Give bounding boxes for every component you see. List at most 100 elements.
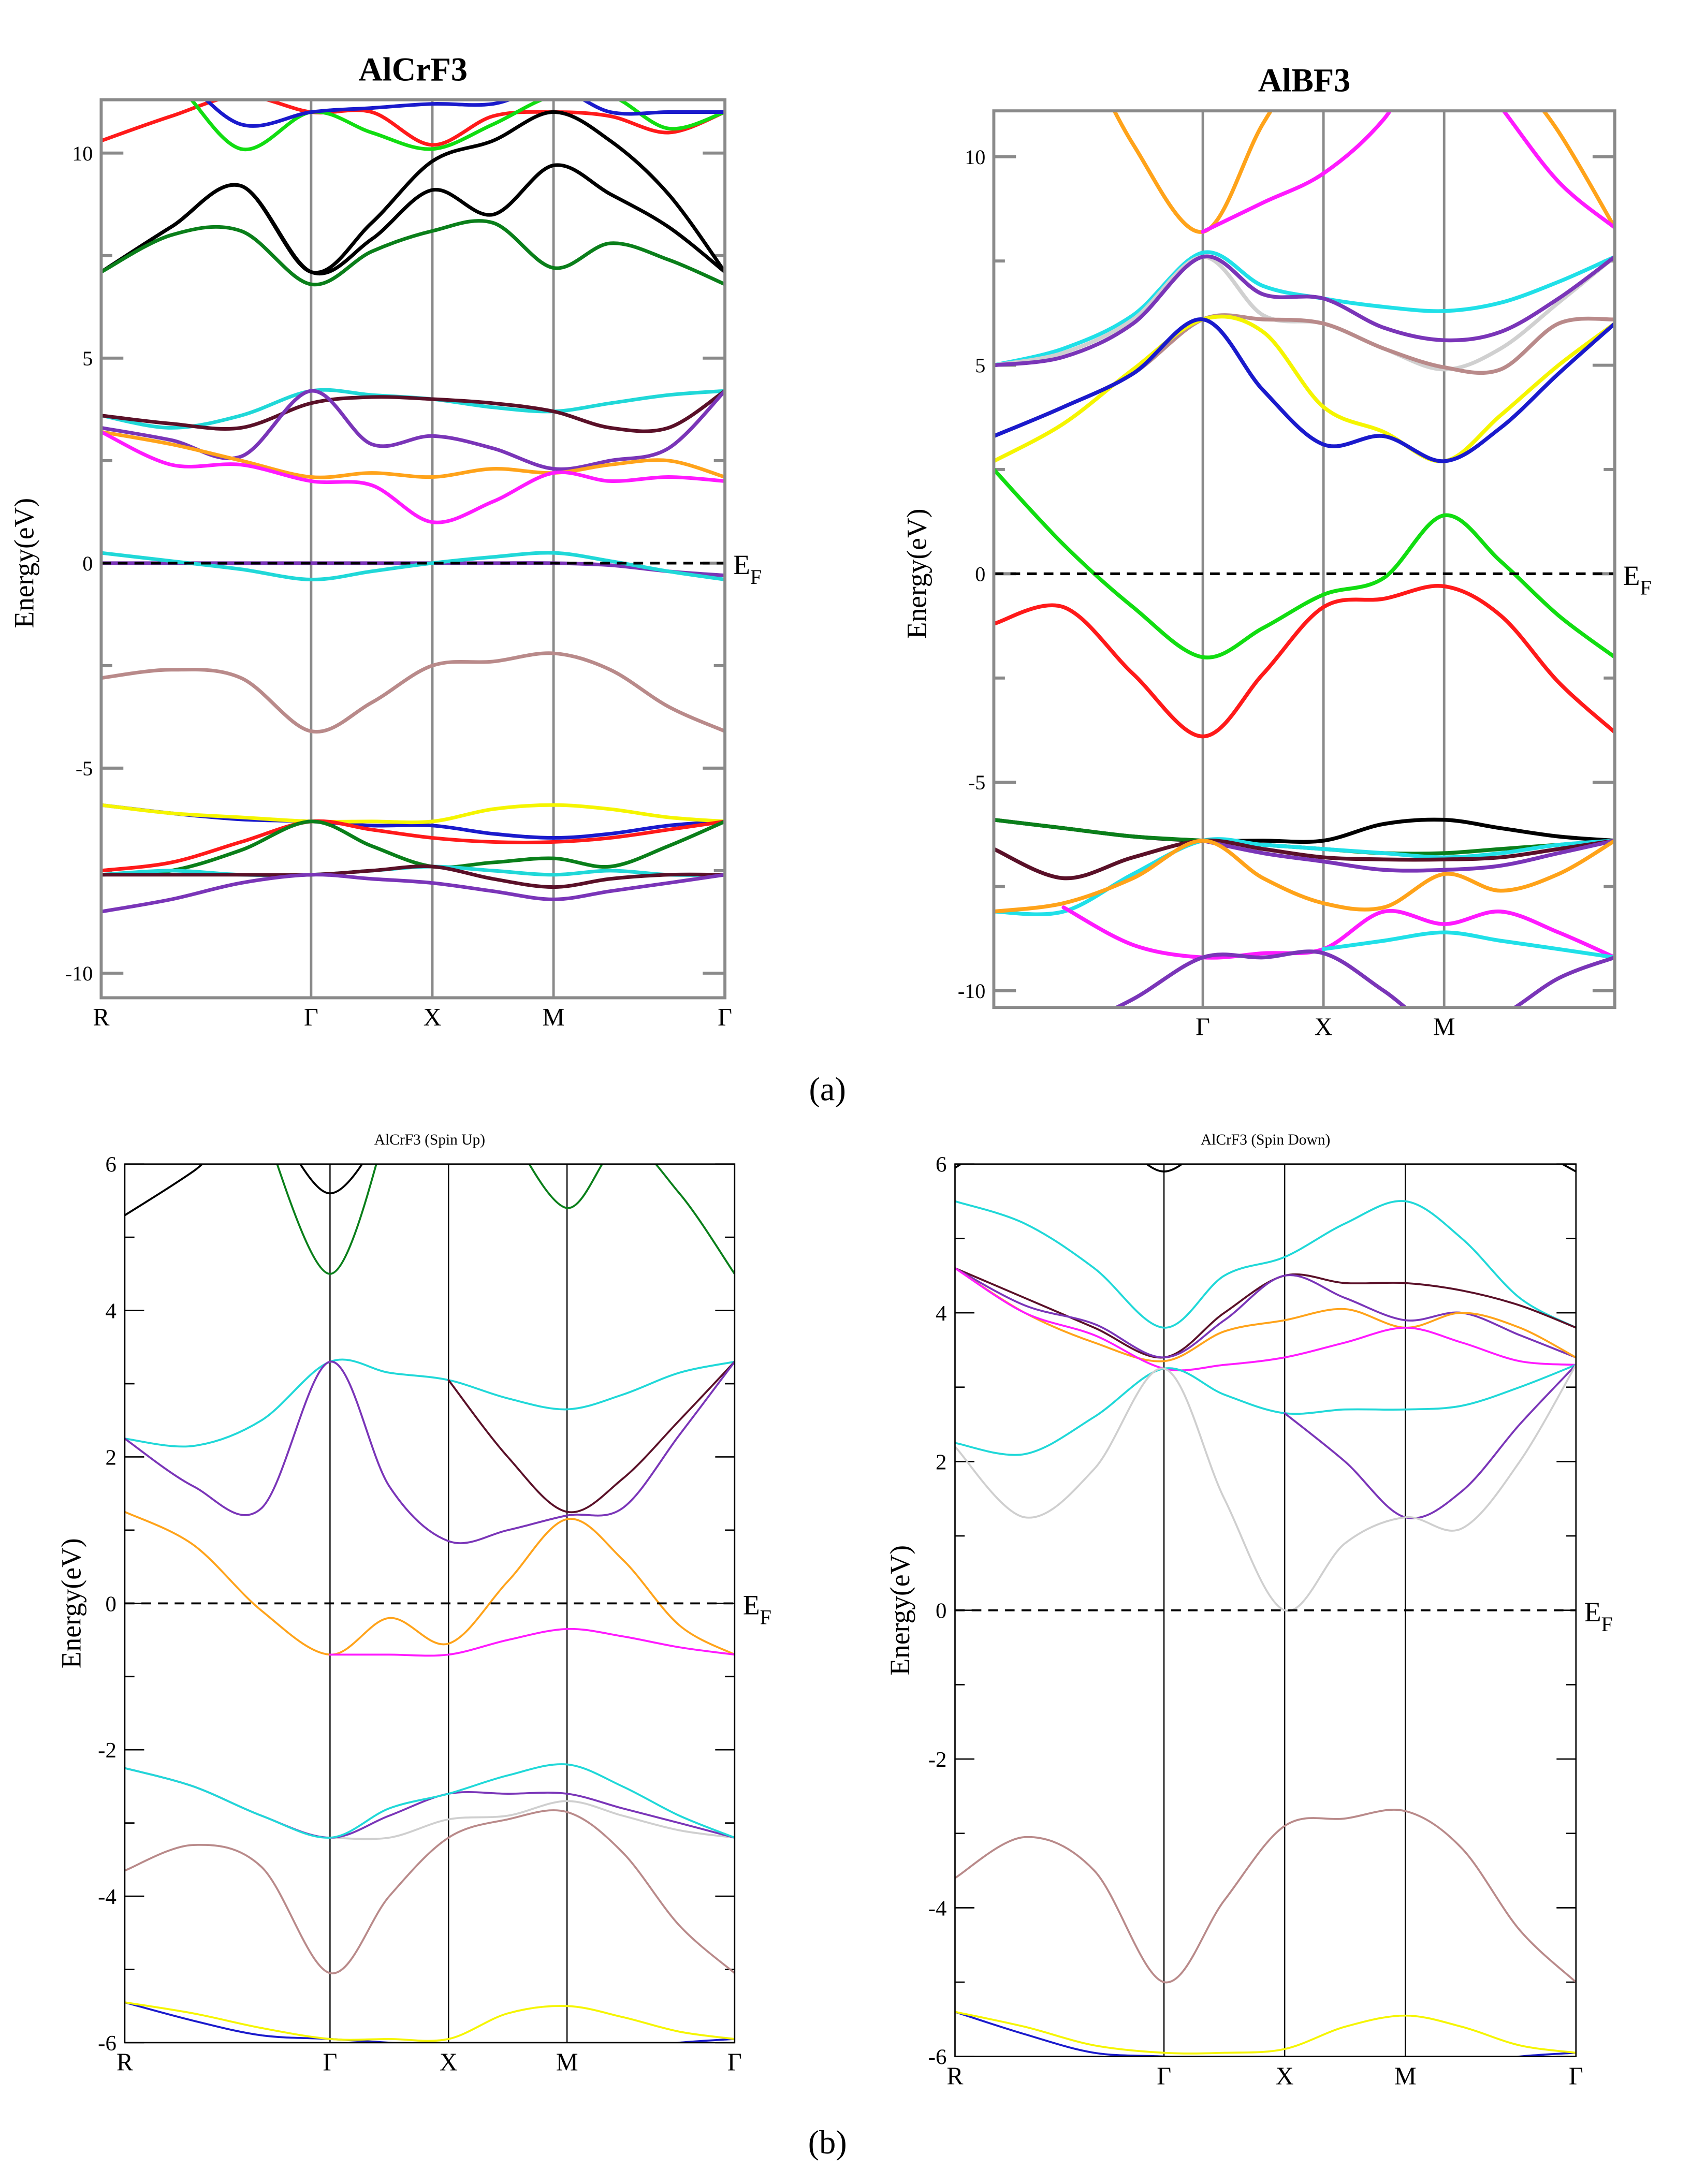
y-axis-label: Energy(eV) <box>55 1538 86 1668</box>
y-tick-label: 6 <box>105 1153 116 1177</box>
y-tick-label: 0 <box>936 1599 946 1623</box>
band-blue <box>994 317 1615 463</box>
fermi-label: EF <box>733 549 762 589</box>
chart-title: AlCrF3 (Spin Up) <box>374 1132 485 1148</box>
y-tick-label: -5 <box>76 757 93 780</box>
y-tick-label: -5 <box>968 771 985 794</box>
band-yellow <box>955 2011 1576 2055</box>
band-orange <box>955 1267 1576 1362</box>
y-tick-label: 5 <box>82 347 93 370</box>
chart-panel-1: AlCrF3 Energy(eV) -10 -5 0 5 10 R Γ X M Γ EF <box>8 51 762 1031</box>
x-tick-label: R <box>93 1004 110 1031</box>
x-tick-label: M <box>1394 2062 1417 2090</box>
y-tick-label: 4 <box>105 1299 116 1324</box>
x-tick-label: X <box>1315 1014 1333 1041</box>
fermi-label: EF <box>1584 1596 1613 1636</box>
chart-title: AlCrF3 <box>359 51 468 87</box>
band-rosybrown <box>124 1809 735 1974</box>
x-tick-label: Γ <box>727 2048 742 2076</box>
fermi-label-main: E <box>733 549 750 580</box>
band-magenta-upper <box>1201 111 1615 234</box>
band-magenta <box>955 1267 1576 1372</box>
band-maroon <box>101 389 725 433</box>
fermi-label-main: E <box>1584 1596 1601 1628</box>
bands <box>101 99 725 914</box>
y-axis-label: Energy(eV) <box>901 509 932 639</box>
x-tick-label: X <box>424 1004 442 1031</box>
band-darkgreen-upper <box>101 219 725 287</box>
plot-frame <box>992 109 1616 1009</box>
band-cyan-lower <box>1321 930 1615 960</box>
band-purple-upper <box>994 254 1615 368</box>
subfigure-label-b: (b) <box>808 2124 847 2161</box>
fermi-label-sub: F <box>1601 1613 1613 1636</box>
band-gray <box>955 1364 1576 1612</box>
band-purple-lower <box>1112 949 1615 1008</box>
x-tick-label: Γ <box>323 2048 337 2076</box>
chart-panel-4: AlCrF3 (Spin Down) Energy(eV) -6 -4 -2 0 2 4 6 R Γ… <box>884 1132 1613 2090</box>
y-axis-label: Energy(eV) <box>884 1545 915 1676</box>
band-red <box>994 584 1615 739</box>
band-purple-mid <box>1201 839 1615 873</box>
band-cyan-lower <box>124 1763 735 1839</box>
band-yellow <box>101 803 725 825</box>
fermi-label-main: E <box>1623 560 1640 591</box>
chart-panel-3: AlCrF3 (Spin Up) Energy(eV) -6 -4 -2 0 2 4 6 R Γ X M… <box>55 1132 771 2076</box>
chart-title: AlBF3 <box>1258 62 1350 99</box>
band-blue <box>124 2001 735 2043</box>
x-tick-label: R <box>116 2048 134 2076</box>
band-black-top <box>955 1164 1184 1172</box>
band-rosybrown <box>101 651 725 734</box>
band-black-2 <box>101 163 725 276</box>
x-tick-label: Γ <box>1157 2062 1171 2090</box>
y-tick-label: 5 <box>975 354 985 377</box>
y-tick-label: 0 <box>105 1592 116 1616</box>
band-maroon <box>994 838 1615 881</box>
x-tick-label: M <box>556 2048 578 2076</box>
band-cyan-lower <box>955 1364 1576 1456</box>
bands <box>994 111 1615 1008</box>
fermi-label-sub: F <box>760 1605 771 1629</box>
band-yellow <box>124 2001 735 2042</box>
x-tick-label: X <box>440 2048 458 2076</box>
x-tick-label: Γ <box>1196 1014 1210 1041</box>
y-tick-label: 0 <box>975 562 985 585</box>
band-cyan-upper <box>101 388 725 430</box>
y-tick-label: -2 <box>928 1748 947 1772</box>
band-gray <box>329 1800 735 1840</box>
band-cyan <box>955 1200 1576 1329</box>
band-orange-lower <box>994 839 1615 914</box>
band-maroon <box>447 1360 735 1514</box>
x-tick-label: M <box>543 1004 565 1031</box>
y-tick-label: -4 <box>928 1896 947 1921</box>
plot-frame <box>124 1163 736 2044</box>
x-tick-label: Γ <box>304 1004 318 1031</box>
band-blue <box>955 2011 1576 2057</box>
band-maroon-lower <box>101 864 725 889</box>
band-magenta <box>329 1628 735 1657</box>
band-green <box>994 467 1615 659</box>
bands <box>124 1164 735 2043</box>
plot-frame <box>954 1163 1577 2058</box>
fermi-label: EF <box>743 1590 771 1629</box>
y-tick-label: 10 <box>72 142 93 165</box>
band-cyan-fermi <box>101 551 725 581</box>
band-purple <box>101 389 725 471</box>
band-orange <box>124 1511 735 1656</box>
y-tick-label: -2 <box>98 1738 116 1763</box>
band-purple-upper <box>955 1267 1576 1359</box>
y-tick-label: 2 <box>936 1450 946 1474</box>
x-tick-label: Γ <box>718 1004 732 1031</box>
band-purple-lower <box>1284 1364 1576 1519</box>
y-tick-label: 0 <box>82 552 93 575</box>
fermi-label-sub: F <box>1640 576 1652 599</box>
x-tick-label: Γ <box>1569 2062 1583 2090</box>
band-yellow <box>994 314 1615 463</box>
band-magenta-lower <box>1061 905 1615 960</box>
band-red-lower <box>101 819 725 873</box>
y-tick-label: 4 <box>936 1301 946 1326</box>
fermi-label: EF <box>1623 560 1652 599</box>
band-darkgreen-top <box>528 1164 735 1275</box>
